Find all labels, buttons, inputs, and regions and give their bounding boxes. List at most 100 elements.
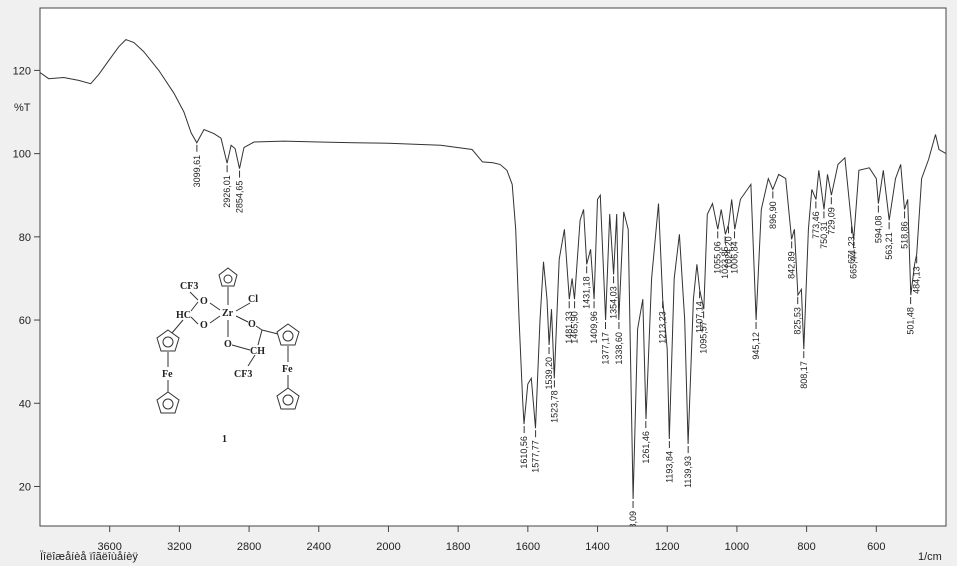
cp-ring (223, 274, 233, 284)
atom-label: CF3 (234, 369, 252, 380)
peak-label: 1095,57 (699, 321, 709, 354)
bond (235, 302, 251, 312)
peak-label: 1354,03 (609, 286, 619, 319)
footer-caption: Ïîëîæåíèå ïîãëîùåíèÿ (40, 551, 138, 563)
x-tick-label: 3200 (167, 541, 191, 553)
bond (190, 301, 199, 312)
peak-label: 1055,06 (713, 241, 723, 274)
peak-label: 1298,09 (628, 511, 638, 544)
peak-label: 1409,96 (589, 311, 599, 344)
atom-label: Zr (222, 308, 234, 319)
peak-label: 945,12 (751, 332, 761, 360)
y-tick-label: 80 (19, 232, 31, 244)
peak-label: 2926,01 (222, 175, 232, 208)
peak-label: 773,46 (811, 211, 821, 239)
atom-label: O (200, 320, 208, 331)
peak-labels: 3099,61 2926,01 2854,65 1610,56 1577,77 1539,… (192, 144, 922, 544)
cp-ring (276, 323, 300, 346)
x-tick-label: 1800 (446, 541, 470, 553)
x-tick-label: 2800 (237, 541, 261, 553)
x-axis-label: 1/cm (918, 551, 942, 563)
bond (231, 344, 251, 351)
plot-area (39, 7, 947, 527)
peak-label: 2854,65 (235, 181, 245, 214)
peak-label: 1213,23 (658, 311, 668, 344)
peak-label: 501,48 (906, 307, 916, 335)
cp-ring (162, 336, 174, 348)
structure: CF3 O HC O Zr Cl O O CH CF3 Fe Fe 1 (156, 267, 300, 445)
peak-label: 1431,18 (582, 276, 592, 309)
peak-label: 842,89 (787, 251, 797, 279)
peak-label: 1006,84 (730, 241, 740, 274)
bond (171, 319, 184, 334)
x-tick-label: 3600 (97, 541, 121, 553)
cp-ring (162, 398, 174, 410)
atom-label: O (248, 319, 256, 330)
peak-label: 1024,20 (723, 236, 733, 269)
peak-label: 1465,90 (570, 311, 580, 344)
peak-label: 563,21 (884, 232, 894, 260)
peak-label: 808,17 (799, 361, 809, 389)
spectrum-line (40, 39, 946, 500)
x-tick-label: 600 (867, 541, 885, 553)
y-tick-label: 20 (19, 481, 31, 493)
atom-label: Cl (248, 294, 258, 305)
y-tick-label: 60 (19, 315, 31, 327)
peak-label: 1539,20 (544, 357, 554, 390)
peak-label: 665,44 (849, 251, 859, 279)
atom-label: O (200, 296, 208, 307)
peak-label: 3099,61 (192, 155, 202, 188)
x-tick-label: 1600 (516, 541, 540, 553)
peak-label: 671,23 (846, 236, 856, 264)
peak-label: 729,09 (826, 207, 836, 235)
x-tick-label: 1000 (725, 541, 749, 553)
bond (209, 315, 221, 324)
bond (209, 302, 221, 311)
atom-label: Fe (162, 369, 173, 380)
cp-ring (218, 267, 238, 287)
atom-label: Fe (282, 364, 293, 375)
x-tick-label: 2000 (376, 541, 400, 553)
cp-ring (156, 391, 180, 414)
cp-ring (282, 330, 294, 342)
x-tick-label: 2400 (307, 541, 331, 553)
y-tick-label: 40 (19, 398, 31, 410)
bond (235, 315, 249, 323)
atom-label: O (224, 339, 232, 350)
peak-label: 1139,93 (683, 456, 693, 488)
peak-label: 484,13 (912, 266, 922, 294)
bond (189, 291, 199, 301)
peak-label: 594,08 (873, 216, 883, 244)
y-axis-label: %T (14, 102, 31, 114)
peak-label: 750,31 (819, 221, 829, 249)
peak-label: 1610,56 (519, 436, 529, 469)
y-tick-label: 120 (13, 65, 31, 77)
bond (257, 329, 263, 346)
peak-label: 518,86 (900, 221, 910, 249)
x-tick-label: 1200 (655, 541, 679, 553)
peak-label: 1033,85 (720, 246, 730, 279)
peak-label: 1338,60 (614, 332, 624, 365)
peak-label: 1481,33 (564, 311, 574, 344)
peak-label: 1107,14 (695, 301, 705, 333)
peak-label: 896,90 (768, 201, 778, 229)
peak-label: 1377,17 (600, 332, 610, 365)
x-tick-label: 800 (797, 541, 815, 553)
y-tick-label: 100 (13, 149, 31, 161)
cp-ring (276, 387, 300, 410)
atom-label: HC (176, 310, 191, 321)
peak-label: 1193,84 (664, 451, 674, 483)
peak-label: 825,53 (793, 307, 803, 335)
bond (261, 329, 279, 335)
peak-label: 1523,78 (549, 390, 559, 423)
x-tick-label: 1400 (585, 541, 609, 553)
compound-number: 1 (222, 434, 227, 445)
peak-label: 1261,46 (641, 431, 651, 464)
atom-label: CH (250, 346, 265, 357)
peak-label: 1577,77 (531, 440, 541, 473)
cp-ring (282, 394, 294, 406)
cp-ring (156, 329, 180, 352)
bond (255, 325, 263, 331)
atom-label: CF3 (180, 281, 198, 292)
